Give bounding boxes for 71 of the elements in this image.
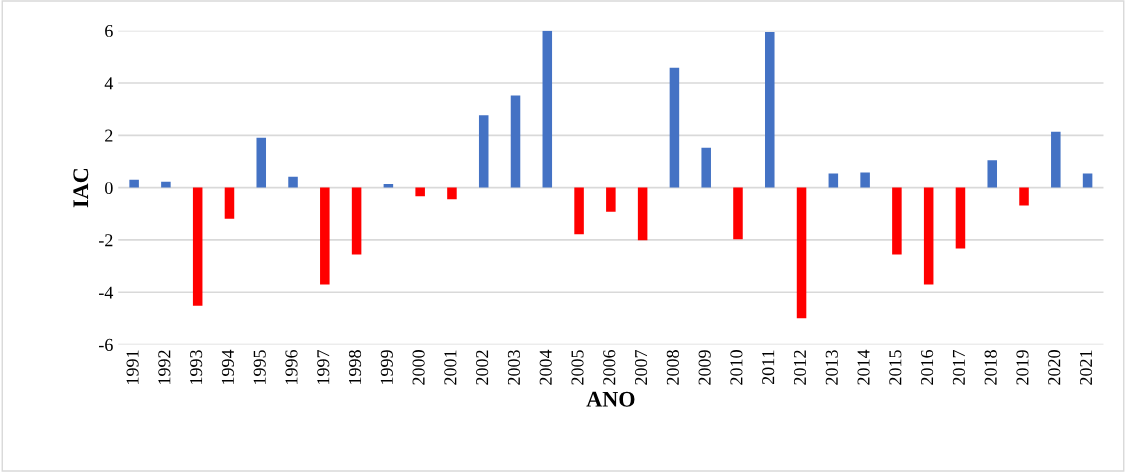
x-tick-label: 2020 (1048, 350, 1061, 385)
x-tick-label: 2019 (1016, 350, 1029, 385)
x-tick-label: 1991 (126, 350, 139, 384)
bar (129, 179, 139, 188)
x-tick-label: 2009 (698, 350, 711, 385)
x-tick-label: 2012 (793, 350, 807, 385)
x-tick-label: 1996 (285, 349, 298, 384)
bar (955, 187, 966, 249)
bar (860, 172, 870, 188)
y-tick-label: -6 (99, 338, 113, 351)
x-tick-label: 2004 (539, 349, 552, 385)
x-tick-label: 2014 (857, 349, 870, 385)
bar (701, 147, 711, 188)
x-tick-label: 2018 (984, 350, 997, 385)
x-tick-label: 2008 (666, 350, 679, 385)
x-tick-label: 2021 (1079, 350, 1093, 385)
bar (383, 183, 394, 188)
y-tick-label: -2 (99, 234, 113, 247)
bar (478, 115, 489, 188)
y-tick-label: -4 (99, 286, 114, 299)
bar (256, 137, 267, 188)
y-axis-title: IAC (73, 168, 89, 208)
x-tick-label: 1993 (190, 350, 203, 384)
x-tick-label: 2003 (507, 350, 521, 385)
bar (510, 95, 521, 188)
y-tick-label: 6 (105, 24, 113, 38)
y-tick-label: 0 (105, 181, 113, 195)
x-tick-label: 1994 (221, 349, 234, 384)
y-tick-label: 4 (104, 77, 114, 90)
x-tick-label: 1998 (348, 350, 362, 384)
bar (1051, 131, 1061, 188)
bar (224, 187, 235, 219)
x-tick-label: 2016 (921, 349, 934, 385)
bar (447, 187, 457, 200)
x-tick-label: 2015 (889, 350, 902, 385)
x-tick-label: 2002 (476, 350, 489, 385)
bar (288, 176, 298, 188)
bar (828, 173, 839, 188)
x-tick-label: 2007 (634, 349, 648, 385)
bar (733, 187, 743, 240)
x-tick-label: 2013 (825, 350, 838, 385)
bar (574, 187, 584, 235)
x-tick-label: 2000 (412, 350, 425, 385)
bar (542, 30, 553, 188)
x-tick-label: 2017 (952, 349, 965, 385)
bar (1019, 187, 1029, 206)
x-tick-label: 2001 (444, 350, 457, 385)
x-tick-label: 2011 (762, 350, 775, 385)
x-tick-label: 1992 (158, 350, 171, 384)
x-tick-label: 2006 (603, 349, 616, 385)
x-tick-label: 2010 (730, 350, 743, 385)
x-tick-label: 1995 (253, 350, 266, 384)
bar (415, 187, 425, 197)
bar (765, 31, 775, 188)
bar (192, 187, 203, 306)
x-tick-label: 1999 (380, 350, 393, 384)
bar (161, 181, 171, 188)
y-tick-label: 2 (105, 129, 113, 142)
bar (320, 187, 330, 285)
bar (669, 67, 680, 188)
bar (796, 187, 807, 319)
bar (351, 187, 362, 255)
bar (892, 187, 902, 255)
bar (637, 187, 648, 241)
x-tick-label: 1997 (317, 349, 330, 384)
bar (987, 160, 998, 188)
bar (606, 187, 616, 212)
x-tick-label: 2005 (571, 350, 584, 385)
x-axis-title: ANO (586, 391, 635, 407)
bar (1082, 173, 1093, 188)
bar (923, 187, 934, 285)
